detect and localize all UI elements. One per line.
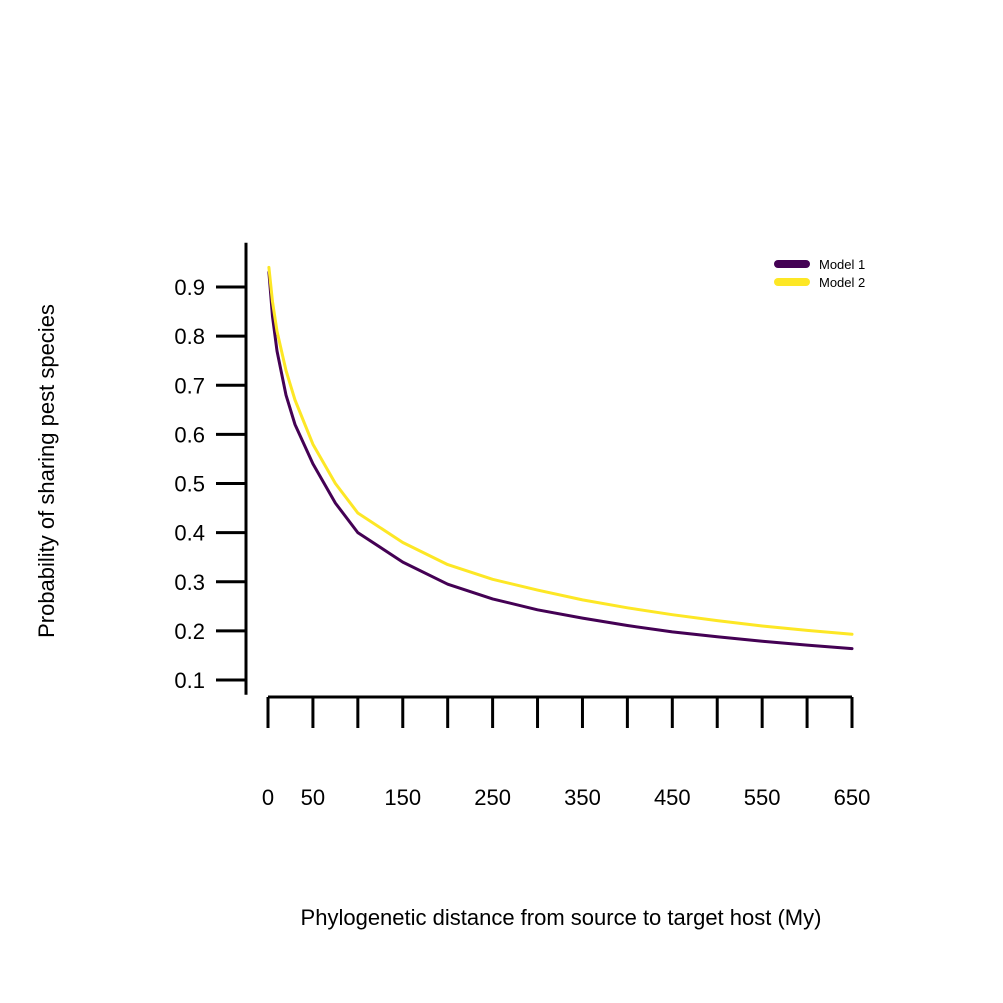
y-tick-label: 0.5 <box>174 472 205 497</box>
x-tick-label: 250 <box>474 785 511 810</box>
y-tick-label: 0.3 <box>174 570 205 595</box>
x-tick-label: 0 <box>262 785 274 810</box>
series-line-model-2 <box>267 265 854 636</box>
x-ticks: 0 50 150 250 350 450 550 650 <box>262 697 870 810</box>
x-axis-title: Phylogenetic distance from source to tar… <box>301 905 822 930</box>
y-tick-label: 0.8 <box>174 324 205 349</box>
series-layer <box>267 265 854 651</box>
x-tick-label: 550 <box>744 785 781 810</box>
legend: Model 1 Model 2 <box>774 257 865 290</box>
x-tick-label: 150 <box>384 785 421 810</box>
y-tick-label: 0.6 <box>174 422 205 447</box>
y-axis-title: Probability of sharing pest species <box>34 304 59 638</box>
x-tick-label: 450 <box>654 785 691 810</box>
legend-label-model-2: Model 2 <box>819 275 865 290</box>
y-tick-label: 0.9 <box>174 275 205 300</box>
x-axis: 0 50 150 250 350 450 550 650 <box>262 695 870 810</box>
series-line-model-1 <box>267 270 854 651</box>
y-tick-label: 0.7 <box>174 373 205 398</box>
y-tick-label: 0.2 <box>174 619 205 644</box>
y-tick-label: 0.1 <box>174 668 205 693</box>
legend-label-model-1: Model 1 <box>819 257 865 272</box>
y-axis: 0.1 0.2 0.3 0.4 0.5 0.6 0.7 0.8 0.9 <box>174 242 248 695</box>
x-tick-label: 350 <box>564 785 601 810</box>
x-tick-label: 650 <box>834 785 871 810</box>
y-tick-label: 0.4 <box>174 521 205 546</box>
y-ticks: 0.1 0.2 0.3 0.4 0.5 0.6 0.7 0.8 0.9 <box>174 275 246 693</box>
x-tick-label: 50 <box>301 785 325 810</box>
